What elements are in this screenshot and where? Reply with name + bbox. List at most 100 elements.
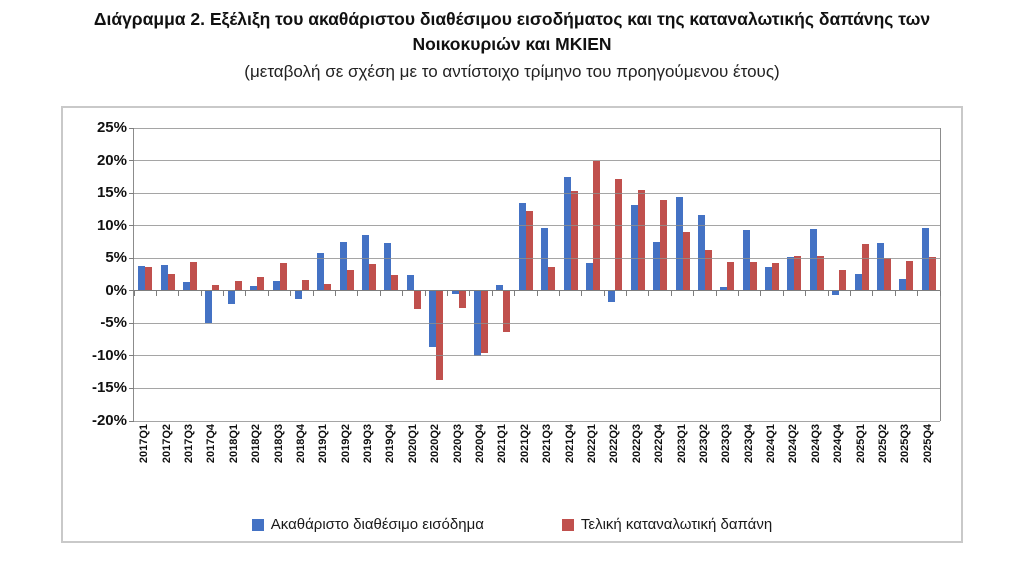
x-axis-tick xyxy=(357,290,359,296)
x-axis-tick xyxy=(670,290,672,296)
x-axis-tick xyxy=(939,290,941,296)
x-category-label: 2021Q3 xyxy=(541,424,554,464)
bar-income-2024Q3 xyxy=(809,228,817,291)
gridline xyxy=(134,192,940,194)
x-axis-tick xyxy=(558,290,560,296)
bar-income-2018Q2 xyxy=(250,285,258,291)
x-axis-tick xyxy=(917,290,919,296)
x-category-label: 2020Q1 xyxy=(406,424,419,464)
bar-consumption-2022Q2 xyxy=(615,178,623,291)
x-axis-tick xyxy=(760,290,762,296)
y-axis-tick xyxy=(129,387,134,389)
chart-title: Διάγραμμα 2. Εξέλιξη του ακαθάριστου δια… xyxy=(93,9,931,54)
x-axis-tick xyxy=(245,290,247,296)
bar-income-2020Q3 xyxy=(451,290,459,295)
x-category-label: 2022Q4 xyxy=(653,424,666,464)
title-block: Διάγραμμα 2. Εξέλιξη του ακαθάριστου δια… xyxy=(0,7,1024,84)
x-category-label: 2023Q3 xyxy=(720,424,733,464)
x-category-label: 2019Q2 xyxy=(339,424,352,464)
bar-consumption-2023Q4 xyxy=(749,262,757,291)
x-category-label: 2023Q2 xyxy=(697,424,710,464)
gridline xyxy=(134,387,940,389)
x-category-label: 2019Q1 xyxy=(317,424,330,464)
x-axis-tick xyxy=(446,290,448,296)
y-tick-label: 5% xyxy=(105,249,127,267)
bar-consumption-2025Q3 xyxy=(906,261,914,291)
x-axis-tick xyxy=(133,290,135,296)
x-axis-tick xyxy=(402,290,404,296)
gridline xyxy=(134,127,940,129)
x-axis-tick xyxy=(872,290,874,296)
bar-consumption-2018Q3 xyxy=(279,262,287,291)
bar-income-2021Q1 xyxy=(496,284,504,291)
bar-consumption-2021Q2 xyxy=(525,211,533,291)
bar-consumption-2021Q1 xyxy=(503,290,511,333)
plot-area xyxy=(129,127,941,422)
x-axis-tick xyxy=(290,290,292,296)
legend-item-consumption: Τελική καταναλωτική δαπάνη xyxy=(561,516,773,533)
legend-label-consumption: Τελική καταναλωτική δαπάνη xyxy=(580,516,773,533)
x-category-label: 2020Q3 xyxy=(451,424,464,464)
bar-consumption-2024Q4 xyxy=(839,269,847,291)
x-category-label: 2018Q1 xyxy=(227,424,240,464)
x-category-label: 2024Q1 xyxy=(765,424,778,464)
legend-item-income: Ακαθάριστο διαθέσιμο εισόδημα xyxy=(251,516,484,533)
x-category-label: 2019Q4 xyxy=(384,424,397,464)
bar-consumption-2018Q1 xyxy=(234,281,242,291)
y-tick-label: -10% xyxy=(91,346,127,364)
bar-consumption-2023Q3 xyxy=(727,262,735,291)
x-axis-tick xyxy=(648,290,650,296)
bar-consumption-2020Q1 xyxy=(413,290,421,309)
bar-consumption-2021Q4 xyxy=(570,191,578,291)
bar-consumption-2020Q4 xyxy=(481,290,489,354)
bar-income-2021Q2 xyxy=(518,202,526,291)
x-category-label: 2021Q4 xyxy=(563,424,576,464)
bar-consumption-2020Q3 xyxy=(458,290,466,308)
x-axis-labels: 2017Q1 2017Q2 2017Q3 2017Q4 2018Q1 2018Q2 2018… xyxy=(133,424,941,494)
bar-income-2025Q3 xyxy=(899,279,907,291)
x-category-label: 2021Q2 xyxy=(518,424,531,464)
x-category-label: 2022Q2 xyxy=(608,424,621,464)
bar-income-2017Q1 xyxy=(138,266,146,291)
x-category-label: 2017Q1 xyxy=(138,424,151,464)
bar-income-2019Q4 xyxy=(384,243,392,291)
x-category-label: 2025Q4 xyxy=(921,424,934,464)
x-category-label: 2017Q2 xyxy=(160,424,173,464)
bar-income-2020Q1 xyxy=(406,274,414,291)
x-category-label: 2024Q2 xyxy=(787,424,800,464)
y-axis-tick xyxy=(129,192,134,194)
bar-consumption-2022Q4 xyxy=(660,199,668,291)
bar-income-2018Q3 xyxy=(272,281,280,291)
x-axis-tick xyxy=(267,290,269,296)
bar-income-2018Q1 xyxy=(227,290,235,305)
gridline xyxy=(134,420,940,422)
chart-subtitle: (μεταβολή σε σχέση με το αντίστοιχο τρίμ… xyxy=(244,62,780,81)
bar-income-2019Q1 xyxy=(317,253,325,291)
x-category-label: 2023Q1 xyxy=(675,424,688,464)
bar-income-2021Q4 xyxy=(563,177,571,291)
x-axis-tick xyxy=(626,290,628,296)
x-category-label: 2019Q3 xyxy=(362,424,375,464)
bar-consumption-2025Q1 xyxy=(861,243,869,291)
bar-consumption-2018Q4 xyxy=(301,279,309,291)
bar-income-2024Q2 xyxy=(787,256,795,291)
y-tick-label: 10% xyxy=(96,216,127,234)
x-axis-tick xyxy=(223,290,225,296)
x-category-label: 2022Q1 xyxy=(585,424,598,464)
gridline xyxy=(134,225,940,227)
bar-consumption-2018Q2 xyxy=(257,277,265,291)
bar-consumption-2024Q1 xyxy=(772,263,780,291)
x-category-label: 2020Q2 xyxy=(429,424,442,464)
gridline xyxy=(134,257,940,259)
x-category-label: 2018Q2 xyxy=(250,424,263,464)
bar-income-2024Q4 xyxy=(832,290,840,295)
x-category-label: 2018Q3 xyxy=(272,424,285,464)
y-axis-labels: 25% 20% 15% 10% 5% 0% -5% -10% -15% -20% xyxy=(65,119,127,429)
bar-income-2017Q2 xyxy=(160,265,168,291)
bar-consumption-2019Q2 xyxy=(346,269,354,291)
x-axis-tick xyxy=(827,290,829,296)
x-axis-tick xyxy=(894,290,896,296)
x-axis-tick xyxy=(715,290,717,296)
bar-income-2022Q2 xyxy=(608,290,616,303)
bar-consumption-2024Q3 xyxy=(816,256,824,291)
